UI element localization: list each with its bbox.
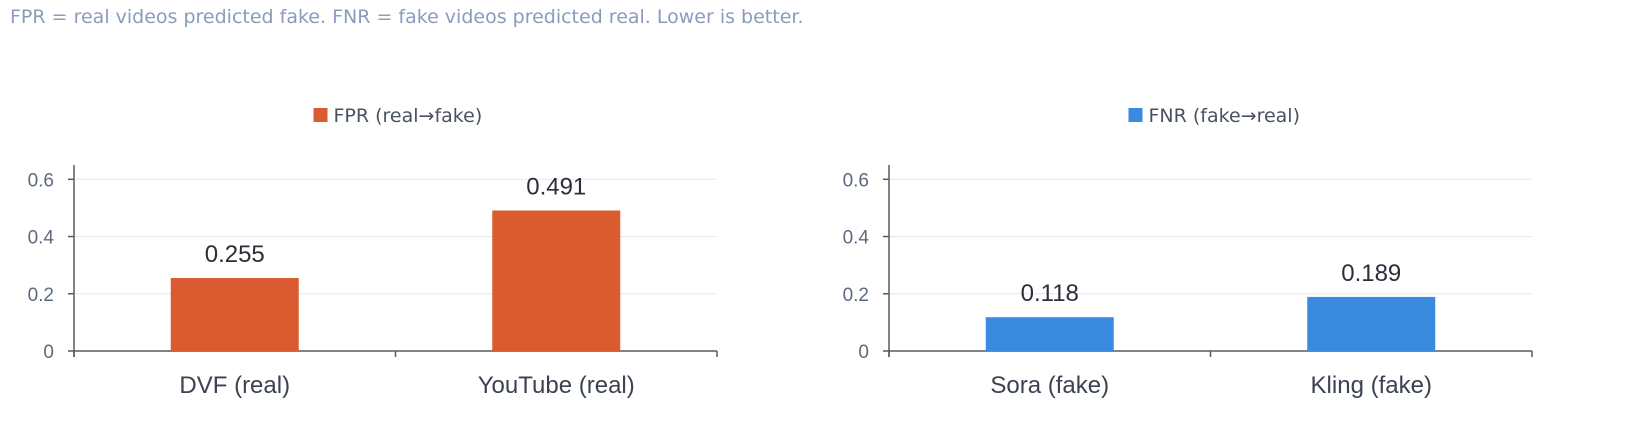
category-label: Kling (fake) [1311, 372, 1432, 399]
bar [492, 210, 621, 351]
category-label: Sora (fake) [990, 372, 1109, 399]
legend-swatch [313, 108, 328, 122]
y-tick-label: 0.4 [28, 228, 55, 249]
category-label: YouTube (real) [478, 372, 635, 399]
data-label: 0.491 [526, 173, 586, 200]
y-tick-label: 0.2 [843, 285, 869, 306]
legend: FPR (real→fake) [313, 105, 483, 127]
y-tick-label: 0 [43, 342, 54, 363]
data-label: 0.118 [1021, 280, 1079, 307]
bar [1307, 296, 1436, 351]
legend-label: FNR (fake→real) [1149, 105, 1300, 127]
bar [985, 317, 1114, 351]
y-tick-label: 0.4 [843, 228, 870, 249]
bar [170, 278, 299, 351]
legend-swatch [1128, 108, 1143, 122]
fpr-chart: FPR (real→fake) 0 0.2 0.4 0.6 0.255 DVF (real)… [28, 105, 718, 399]
legend: FNR (fake→real) [1128, 105, 1300, 127]
y-tick-label: 0 [858, 342, 869, 363]
data-label: 0.189 [1341, 260, 1401, 287]
y-tick-label: 0.6 [28, 170, 54, 191]
y-tick-label: 0.2 [28, 285, 54, 306]
legend-label: FPR (real→fake) [334, 105, 483, 127]
fnr-chart: FNR (fake→real) 0 0.2 0.4 0.6 0.118 Sora (fake… [843, 105, 1533, 399]
y-tick-label: 0.6 [843, 170, 869, 191]
category-label: DVF (real) [179, 372, 290, 399]
figure-caption: FPR = real videos predicted fake. FNR = … [10, 6, 804, 28]
data-label: 0.255 [205, 241, 265, 268]
